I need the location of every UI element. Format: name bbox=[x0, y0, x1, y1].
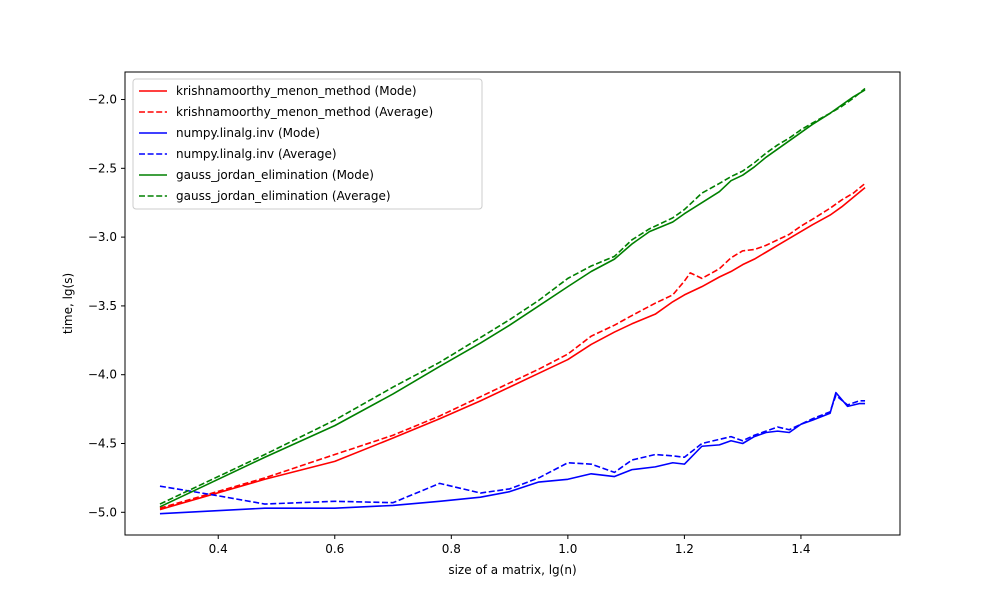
x-axis-label: size of a matrix, lg(n) bbox=[448, 563, 576, 577]
series-line-5 bbox=[159, 89, 866, 508]
legend-label: gauss_jordan_elimination (Mode) bbox=[176, 168, 374, 182]
legend-label: krishnamoorthy_menon_method (Average) bbox=[176, 105, 433, 119]
series-line-3 bbox=[159, 391, 866, 515]
x-tick-label: 1.4 bbox=[791, 542, 810, 556]
series-line-6 bbox=[159, 87, 866, 505]
plot-frame bbox=[124, 71, 901, 536]
legend-label: krishnamoorthy_menon_method (Mode) bbox=[176, 84, 417, 98]
legend-label: numpy.linalg.inv (Average) bbox=[176, 147, 337, 161]
y-tick-label: −5.0 bbox=[88, 505, 117, 519]
legend: krishnamoorthy_menon_method (Mode) krishn… bbox=[132, 78, 483, 210]
legend-box bbox=[132, 78, 483, 210]
series-line-4 bbox=[159, 394, 866, 505]
x-tick-label: 0.4 bbox=[209, 542, 228, 556]
series-line-2 bbox=[159, 182, 866, 509]
x-tick-label: 0.6 bbox=[325, 542, 344, 556]
x-tick-label: 1.2 bbox=[675, 542, 694, 556]
y-tick-label: −4.0 bbox=[88, 368, 117, 382]
y-tick-label: −3.5 bbox=[88, 299, 117, 313]
legend-label: numpy.linalg.inv (Mode) bbox=[176, 126, 320, 140]
series-line-1 bbox=[159, 186, 866, 511]
x-tick-label: 0.8 bbox=[442, 542, 461, 556]
y-tick-label: −2.5 bbox=[88, 161, 117, 175]
y-tick-label: −2.0 bbox=[88, 93, 117, 107]
y-axis-label: time, lg(s) bbox=[61, 273, 75, 334]
y-axis: −5.0 −4.5 −4.0 −3.5 −3.0 −2.5 −2.0 bbox=[88, 93, 125, 519]
legend-label: gauss_jordan_elimination (Average) bbox=[176, 189, 391, 203]
x-axis: 0.4 0.6 0.8 1.0 1.2 1.4 bbox=[209, 535, 810, 556]
y-tick-label: −3.0 bbox=[88, 230, 117, 244]
y-tick-label: −4.5 bbox=[88, 437, 117, 451]
x-tick-label: 1.0 bbox=[558, 542, 577, 556]
series-layer bbox=[159, 87, 866, 515]
